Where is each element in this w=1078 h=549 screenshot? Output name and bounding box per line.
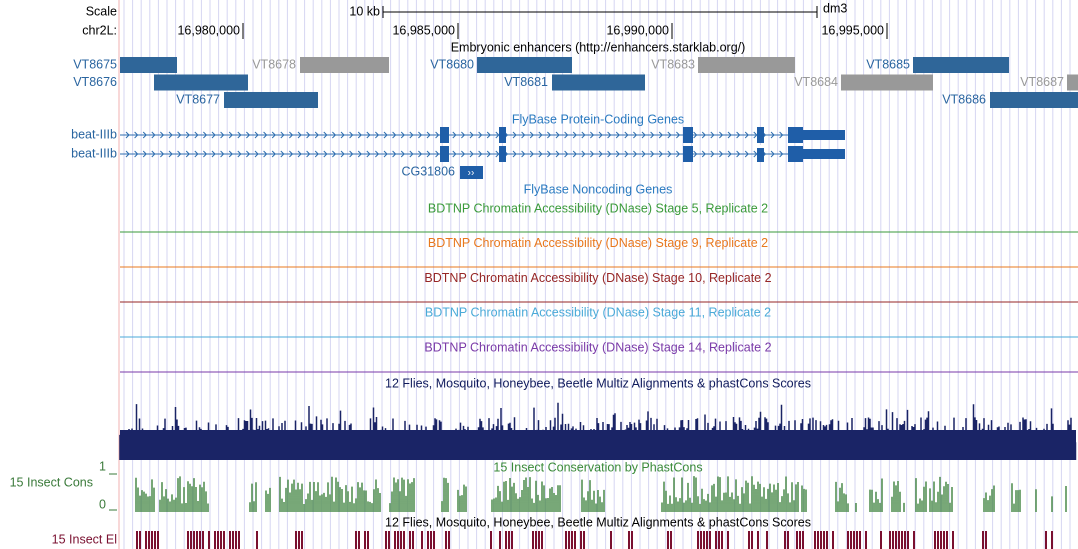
grid — [123, 0, 1071, 549]
enhancer-label: VT8677 — [176, 92, 220, 106]
elements-signal — [136, 531, 1053, 549]
noncoding-gap — [755, 145, 767, 148]
tick-label: 16,980,000 — [177, 23, 240, 37]
scale-label: Scale — [86, 4, 117, 18]
enhancer-label: VT8676 — [73, 75, 117, 89]
enhancer-label: VT8685 — [866, 57, 910, 71]
scale-text: 10 kb — [349, 4, 380, 18]
track-title: FlyBase Noncoding Genes — [524, 182, 673, 196]
exon — [499, 127, 506, 143]
gene-arrows: ›› — [468, 168, 475, 179]
enhancer-label: VT8680 — [430, 57, 474, 71]
enhancer-label: VT8684 — [794, 75, 838, 89]
utr — [803, 149, 845, 159]
enhancer-label: VT8683 — [651, 57, 695, 71]
exon — [788, 127, 803, 143]
enhancer-label: VT8681 — [504, 75, 548, 89]
track-title: BDTNP Chromatin Accessibility (DNase) St… — [424, 271, 771, 285]
enhancer — [698, 57, 795, 73]
gene-box — [460, 166, 483, 179]
track-title: 15 Insect Conservation by PhastCons — [493, 460, 702, 474]
exon — [757, 146, 764, 162]
enhancer — [913, 57, 1009, 73]
enhancer-label: VT8687 — [1020, 75, 1064, 89]
exon — [757, 127, 764, 143]
enhancer — [477, 57, 572, 73]
enhancer — [120, 57, 177, 73]
track-title: 12 Flies, Mosquito, Honeybee, Beetle Mul… — [385, 376, 811, 390]
enhancer — [841, 74, 933, 91]
assembly: dm3 — [823, 1, 847, 15]
track-title: BDTNP Chromatin Accessibility (DNase) St… — [428, 236, 768, 250]
enhancer-label: VT8686 — [942, 92, 986, 106]
chrom: chr2L: — [82, 23, 117, 37]
enhancer — [300, 57, 389, 73]
exon — [440, 146, 449, 162]
gene-line — [120, 131, 845, 139]
exon — [683, 127, 693, 143]
tick-label: 16,990,000 — [606, 23, 669, 37]
track-title: BDTNP Chromatin Accessibility (DNase) St… — [425, 306, 771, 320]
exon — [788, 146, 803, 162]
tick-label: 16,995,000 — [821, 23, 884, 37]
enhancer-label: VT8675 — [73, 57, 117, 71]
enhancer — [224, 92, 318, 108]
side-label: 15 Insect El — [52, 532, 117, 546]
track-title: BDTNP Chromatin Accessibility (DNase) St… — [428, 201, 768, 215]
track-title: BDTNP Chromatin Accessibility (DNase) St… — [424, 340, 771, 354]
utr — [803, 130, 845, 140]
gene-label: beat-IIIb — [71, 127, 117, 141]
enhancer — [154, 74, 248, 91]
axis-max: 1 — [99, 459, 106, 473]
enhancer — [1067, 74, 1078, 91]
axis-ticks — [109, 473, 117, 511]
track-title: Embryonic enhancers (http://enhancers.st… — [451, 40, 746, 54]
scale-bar — [382, 6, 818, 18]
exon — [499, 146, 506, 162]
track-title: 12 Flies, Mosquito, Honeybee, Beetle Mul… — [385, 515, 811, 529]
track-title: FlyBase Protein-Coding Genes — [512, 112, 684, 126]
side-label: 15 Insect Cons — [10, 475, 93, 489]
enhancer-label: VT8678 — [252, 57, 296, 71]
multiz-signal — [119, 402, 1077, 460]
axis-min: 0 — [99, 497, 106, 511]
tick-label: 16,985,000 — [392, 23, 455, 37]
gene-label: CG31806 — [401, 164, 455, 178]
exon — [440, 127, 449, 143]
enhancer — [990, 92, 1078, 108]
phastcons-signal — [135, 476, 1067, 512]
gene-line — [120, 150, 845, 158]
exon — [683, 146, 693, 162]
gene-label: beat-IIIb — [71, 146, 117, 160]
enhancer — [552, 74, 645, 91]
